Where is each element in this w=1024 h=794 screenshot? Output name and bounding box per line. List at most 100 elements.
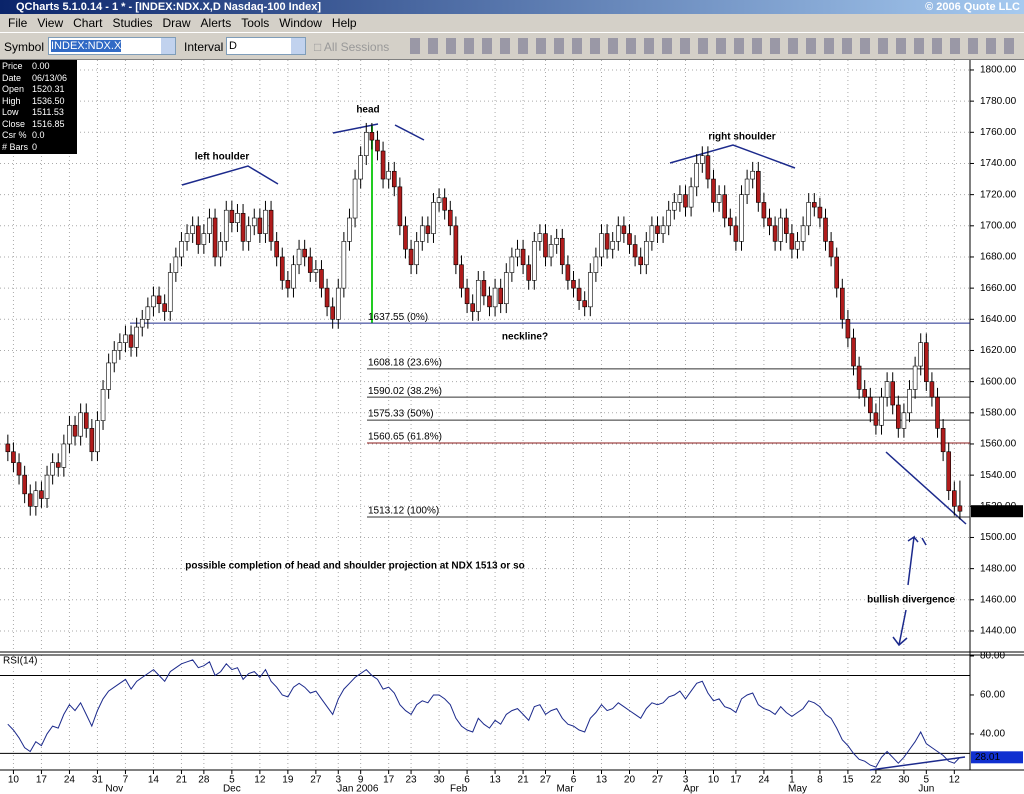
candle-body	[380, 150, 386, 180]
x-tick-label: 9	[358, 775, 364, 786]
candle-body	[868, 396, 873, 414]
sessions-checkbox[interactable]: □ All Sessions	[314, 40, 390, 54]
candle-body	[442, 197, 447, 211]
annotation: possible completion of head and shoulder…	[185, 561, 525, 572]
candle-body	[229, 209, 235, 223]
candle-body	[498, 287, 503, 305]
candle-body	[615, 225, 621, 242]
data-row: Csr % 0.0	[2, 130, 75, 142]
candle-body	[582, 300, 587, 308]
menu-item[interactable]: Studies	[112, 16, 153, 30]
candle-body	[425, 225, 431, 234]
candle-body	[610, 241, 615, 250]
data-row: Date 06/13/06	[2, 73, 75, 85]
menu-item[interactable]: View	[37, 16, 64, 30]
candle-body	[879, 396, 884, 426]
candle-body	[27, 493, 33, 507]
candle-body	[699, 155, 705, 164]
x-tick-label: 30	[434, 775, 446, 786]
candle-body	[470, 303, 475, 312]
candle-body	[263, 209, 268, 234]
candle-body	[128, 334, 134, 348]
menu-item[interactable]: Window	[279, 16, 322, 30]
x-tick-label: 17	[730, 775, 742, 786]
candle-body	[571, 280, 576, 289]
data-value: 0.00	[32, 61, 50, 71]
head-line	[332, 123, 379, 134]
candle-body	[733, 225, 739, 242]
x-tick-label: 6	[571, 775, 577, 786]
interval-value: D	[229, 40, 237, 52]
menu-item[interactable]: Chart	[73, 16, 103, 30]
tool-icons[interactable]	[410, 38, 1020, 54]
candle-body	[39, 490, 44, 499]
candle-body	[240, 213, 246, 242]
candle-body	[520, 248, 526, 266]
x-tick-label: 8	[817, 775, 823, 786]
month-label: Dec	[223, 784, 241, 794]
candle-body	[851, 337, 856, 367]
candle-body	[627, 233, 632, 245]
candle-body	[481, 280, 487, 297]
head-line	[394, 124, 425, 141]
candle-body	[83, 412, 89, 429]
x-tick-label: 28	[198, 775, 210, 786]
interval-combo[interactable]: D	[226, 37, 306, 55]
x-tick-label: 20	[624, 775, 636, 786]
annotation: left houlder	[195, 152, 250, 163]
candle-body	[873, 412, 879, 426]
candle-body	[279, 256, 285, 281]
x-tick-label: 7	[123, 775, 129, 786]
candle-body	[503, 272, 509, 305]
candle-body	[543, 233, 548, 258]
menu-item[interactable]: File	[8, 16, 28, 30]
candle-body	[924, 342, 929, 382]
x-tick-label: 1	[789, 775, 795, 786]
menu-item[interactable]: Draw	[162, 16, 191, 30]
candle-body	[649, 225, 655, 242]
candle-body	[834, 256, 840, 289]
candle-body	[492, 287, 498, 308]
candle-body	[431, 202, 436, 234]
candle-body	[800, 225, 806, 242]
candle-body	[274, 241, 279, 258]
candle-body	[576, 287, 582, 301]
x-tick-label: 24	[64, 775, 76, 786]
y-tick-label: 1600.00	[980, 376, 1017, 387]
candle-body	[330, 306, 335, 320]
candle-body	[711, 178, 716, 203]
dropdown-arrow	[291, 38, 305, 54]
rsi-tag-label: 28.01	[975, 752, 1000, 763]
candle-body	[100, 389, 106, 421]
candle-body	[683, 194, 688, 208]
candle-body	[50, 462, 55, 476]
candle-body	[201, 233, 207, 245]
arrow	[907, 535, 915, 586]
x-tick-label: 24	[758, 775, 770, 786]
candle-body	[828, 241, 834, 258]
candle-body	[884, 381, 890, 398]
y-tick-label: 1760.00	[980, 127, 1017, 138]
candle-body	[509, 256, 515, 273]
candle-body	[565, 264, 571, 281]
y-tick-label: 1500.00	[980, 532, 1017, 543]
candle-body	[55, 462, 61, 468]
dropdown-arrow	[161, 38, 175, 54]
candle-body	[375, 139, 380, 152]
menu-item[interactable]: Tools	[241, 16, 270, 30]
candle-body	[235, 213, 240, 223]
candle-body	[207, 217, 212, 234]
candle-body	[862, 389, 868, 398]
y-tick-label: 1740.00	[980, 158, 1017, 169]
candle-body	[296, 248, 302, 266]
candle-body	[246, 225, 251, 242]
x-tick-label: 3	[335, 775, 341, 786]
candle-body	[643, 241, 649, 266]
rsi-tag	[971, 751, 1023, 764]
symbol-combo[interactable]: INDEX:NDX.X	[48, 37, 176, 55]
y-tick-label: 60.00	[980, 690, 1005, 701]
candle-body	[856, 365, 862, 390]
menu-item[interactable]: Alerts	[200, 16, 232, 30]
candle-body	[694, 163, 699, 188]
menu-item[interactable]: Help	[331, 16, 357, 30]
